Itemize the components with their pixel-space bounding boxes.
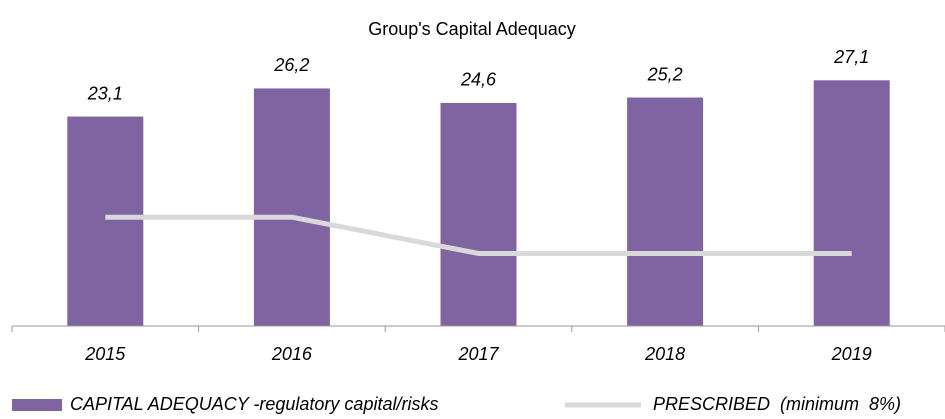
x-tick-label: 2017 bbox=[457, 344, 499, 364]
legend-swatch bbox=[12, 399, 62, 411]
data-label: 27,1 bbox=[833, 47, 869, 67]
data-label: 26,2 bbox=[273, 55, 309, 75]
data-label: 25,2 bbox=[647, 64, 683, 84]
bar bbox=[253, 88, 330, 326]
data-label: 23,1 bbox=[87, 83, 123, 103]
x-tick-label: 2016 bbox=[271, 344, 313, 364]
chart-title: Group's Capital Adequacy bbox=[368, 19, 576, 39]
x-tick-label: 2015 bbox=[84, 344, 126, 364]
data-label: 24,6 bbox=[460, 70, 497, 90]
bar bbox=[440, 102, 517, 327]
x-tick-label: 2018 bbox=[644, 344, 685, 364]
bar bbox=[67, 116, 144, 326]
x-tick-label: 2019 bbox=[831, 344, 872, 364]
bar bbox=[627, 97, 704, 327]
bar bbox=[813, 80, 890, 326]
line bbox=[105, 214, 852, 256]
legend-label: CAPITAL ADEQUACY -regulatory capital/ris… bbox=[70, 394, 438, 414]
legend-label: PRESCRIBED (minimum 8%) bbox=[653, 394, 901, 414]
